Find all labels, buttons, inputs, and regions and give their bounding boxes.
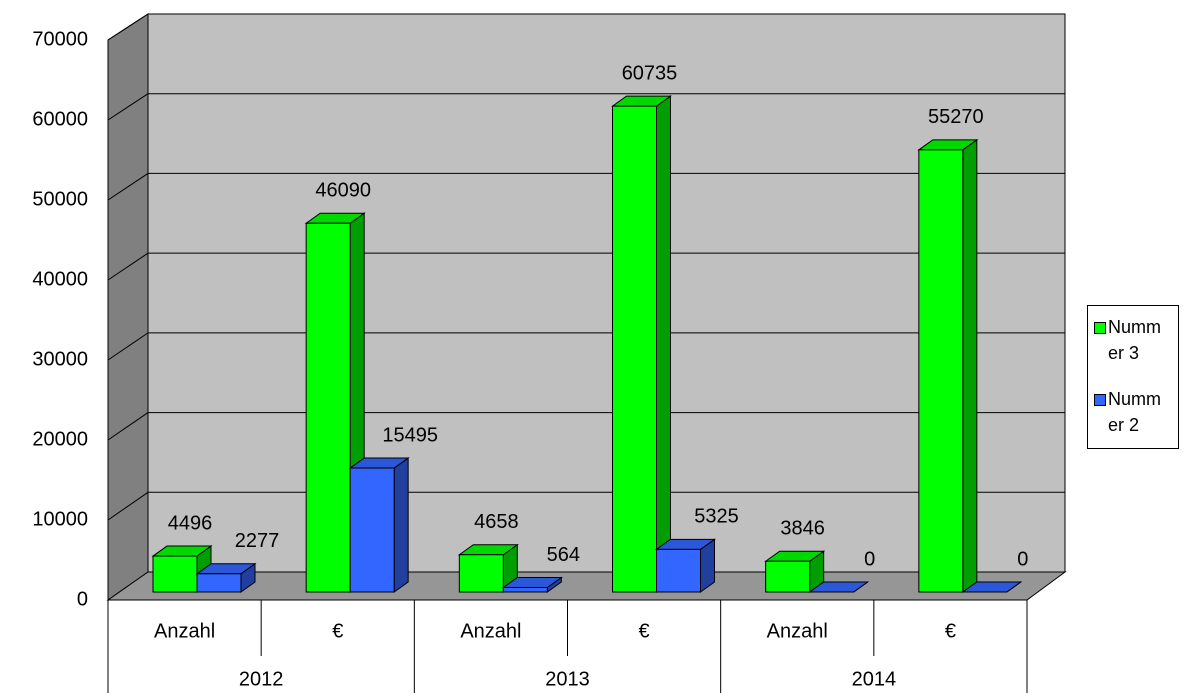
data-label: 4658 bbox=[474, 511, 519, 533]
grid-line bbox=[107, 93, 149, 121]
legend: Nummer 3 Nummer 2 bbox=[1087, 305, 1179, 449]
data-label: 564 bbox=[547, 544, 580, 566]
bar-side bbox=[393, 457, 409, 593]
data-label: 5325 bbox=[694, 506, 739, 528]
group-label: 2013 bbox=[545, 668, 590, 690]
x-tick-label: € bbox=[639, 620, 650, 642]
bar bbox=[305, 222, 351, 593]
bar-side bbox=[656, 95, 671, 593]
legend-swatch bbox=[1094, 322, 1106, 334]
legend-label: Nummer 2 bbox=[1108, 389, 1161, 435]
grid-line bbox=[107, 252, 149, 281]
grid-line bbox=[107, 173, 149, 201]
x-tick-label: € bbox=[945, 620, 956, 642]
x-tick-label: Anzahl bbox=[154, 620, 215, 642]
y-tick-label: 40000 bbox=[32, 268, 88, 290]
legend-swatch bbox=[1094, 394, 1106, 406]
data-label: 2277 bbox=[235, 530, 280, 552]
grid-line bbox=[107, 13, 149, 41]
data-label: 0 bbox=[864, 548, 875, 570]
legend-label: Nummer 3 bbox=[1108, 317, 1161, 363]
bar bbox=[765, 560, 811, 593]
data-label: 15495 bbox=[382, 424, 438, 446]
legend-item: Nummer 2 bbox=[1094, 386, 1168, 438]
data-label: 0 bbox=[1017, 548, 1028, 570]
bar-top bbox=[961, 581, 1023, 593]
bar bbox=[656, 548, 701, 593]
data-label: 60735 bbox=[622, 62, 678, 84]
grid-line bbox=[107, 332, 149, 361]
bar bbox=[612, 105, 657, 593]
y-tick-label: 60000 bbox=[32, 108, 88, 130]
bar bbox=[502, 586, 548, 593]
data-label: 4496 bbox=[168, 512, 213, 534]
grid-line bbox=[107, 412, 149, 441]
bar bbox=[918, 149, 964, 593]
data-label: 3846 bbox=[780, 518, 825, 540]
bar bbox=[152, 555, 198, 593]
bar bbox=[196, 573, 242, 593]
y-tick-label: 30000 bbox=[32, 348, 88, 370]
bar-top bbox=[808, 581, 870, 593]
bar-side bbox=[962, 138, 978, 593]
y-tick-label: 10000 bbox=[32, 508, 88, 530]
side-wall bbox=[107, 13, 149, 601]
bar bbox=[458, 554, 504, 593]
data-label: 46090 bbox=[315, 180, 371, 202]
y-tick-label: 70000 bbox=[32, 28, 88, 50]
y-tick-label: 50000 bbox=[32, 188, 88, 210]
legend-item: Nummer 3 bbox=[1094, 314, 1168, 366]
data-label: 55270 bbox=[928, 106, 984, 128]
grid-line bbox=[107, 491, 149, 521]
y-tick-label: 0 bbox=[77, 588, 88, 610]
y-tick-label: 20000 bbox=[32, 428, 88, 450]
x-tick-label: Anzahl bbox=[460, 620, 521, 642]
group-label: 2012 bbox=[239, 668, 284, 690]
bar bbox=[349, 467, 395, 593]
x-tick-label: Anzahl bbox=[767, 620, 828, 642]
group-label: 2014 bbox=[852, 668, 897, 690]
x-tick-label: € bbox=[332, 620, 343, 642]
